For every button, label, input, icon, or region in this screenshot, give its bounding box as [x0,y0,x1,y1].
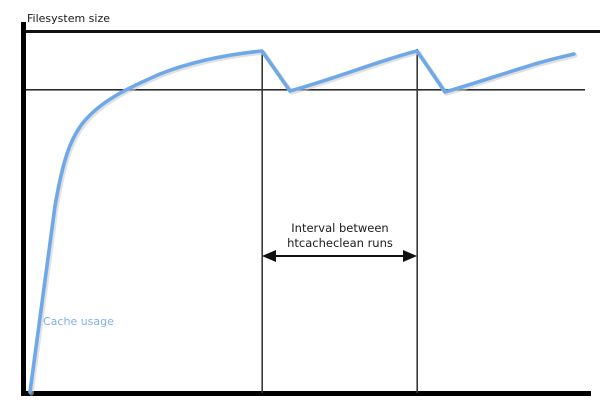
x-axis [21,391,591,396]
interval-annotation-line-1: Interval between [291,221,388,235]
cache-usage-curve [28,49,578,396]
interval-arrow-head-left [262,250,276,262]
interval-annotation-line-2: htcacheclean runs [287,236,393,250]
interval-arrow-head-right [403,250,417,262]
filesystem-size-line [26,30,600,33]
htcacheclean-run-line-1 [261,50,263,393]
interval-arrow [262,250,417,262]
y-axis [21,22,26,396]
filesystem-size-label: Filesystem size [27,12,110,25]
htcacheclean-run-line-2 [416,49,418,393]
cache-usage-curve-stroke [28,49,576,394]
cache-usage-label: Cache usage [43,315,114,328]
